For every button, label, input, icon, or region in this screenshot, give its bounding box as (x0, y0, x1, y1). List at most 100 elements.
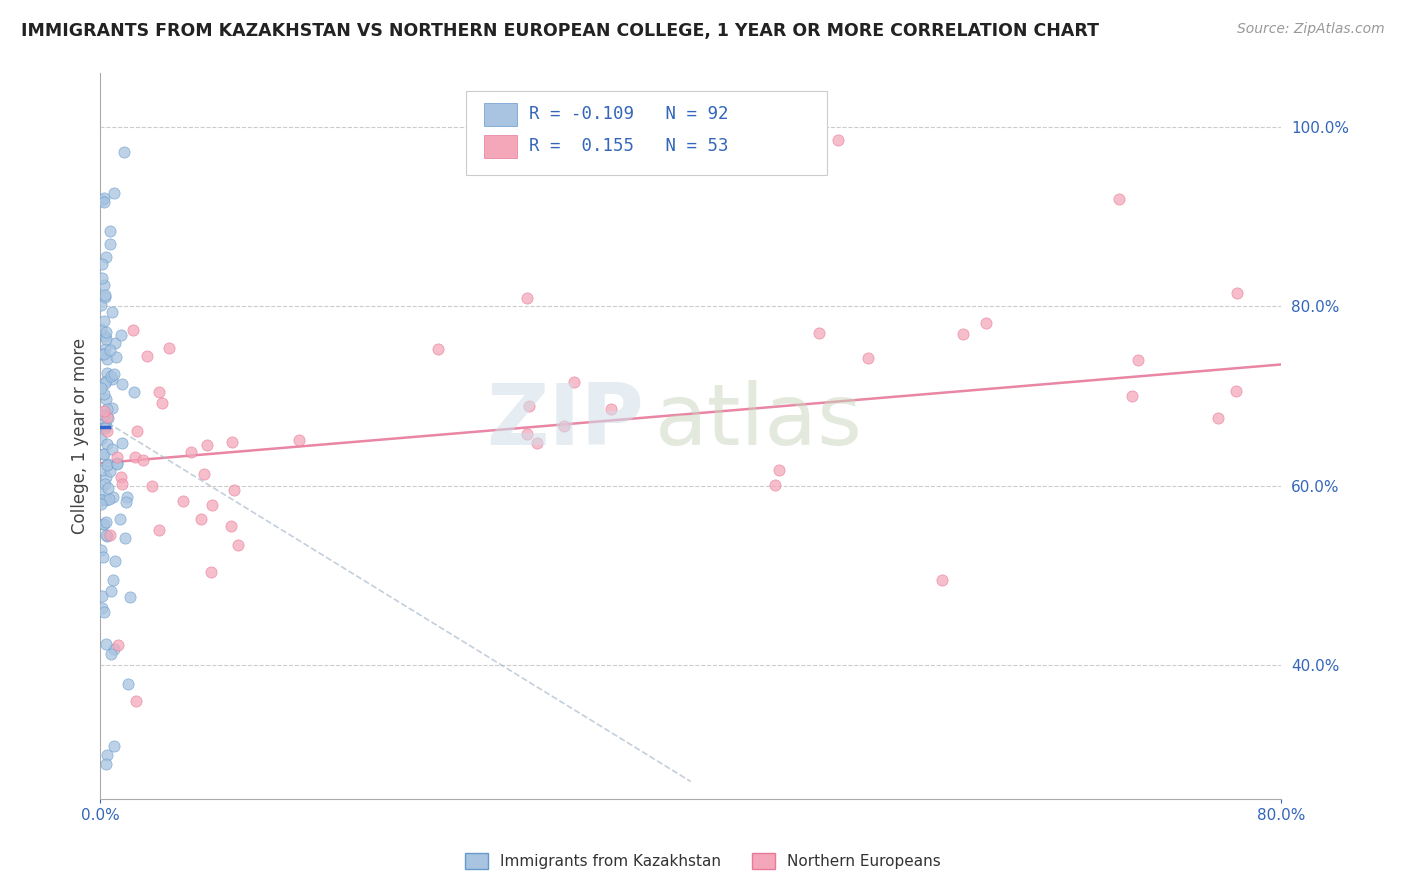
Point (91, 493, 114, 508)
Point (222, 483, 245, 497)
Point (562, 376, 585, 390)
Point (93, 191, 115, 205)
Point (93, 342, 115, 356)
Point (107, 638, 129, 652)
Point (517, 399, 540, 413)
Bar (484, 103, 517, 126)
Point (91, 463, 114, 477)
Point (115, 495, 138, 509)
Point (94, 637, 117, 651)
Point (219, 518, 242, 533)
Point (93, 387, 115, 401)
Point (125, 694, 148, 708)
Point (94, 329, 117, 343)
Point (94, 376, 117, 390)
Point (90, 298, 112, 312)
Point (1121, 389, 1143, 403)
Point (516, 291, 538, 305)
Point (172, 494, 194, 508)
Point (201, 498, 224, 512)
Point (110, 327, 132, 342)
Point (93, 411, 115, 425)
Point (553, 418, 575, 433)
Point (856, 351, 879, 366)
Y-axis label: College, 1 year or more: College, 1 year or more (72, 338, 89, 534)
Point (96, 747, 118, 762)
Point (124, 450, 146, 464)
Point (1108, 192, 1130, 206)
Point (157, 342, 180, 356)
Point (90, 432, 112, 446)
Point (90, 322, 112, 336)
Point (94, 476, 117, 491)
FancyBboxPatch shape (467, 91, 827, 175)
Point (93, 277, 115, 292)
Point (94, 290, 117, 304)
Point (90, 496, 112, 510)
Point (94, 528, 117, 542)
Point (141, 479, 163, 493)
Point (221, 435, 243, 450)
Point (526, 436, 548, 450)
Point (94, 493, 117, 508)
Point (104, 554, 127, 568)
Text: ZIP: ZIP (485, 380, 644, 463)
Point (100, 401, 122, 415)
Point (105, 450, 128, 465)
Point (100, 305, 122, 319)
Text: atlas: atlas (655, 380, 863, 463)
Point (135, 349, 157, 363)
Point (599, 401, 621, 416)
Point (121, 322, 143, 336)
Point (93, 194, 115, 209)
Point (90, 381, 112, 395)
Point (952, 326, 974, 341)
Point (190, 511, 212, 525)
Point (91, 257, 114, 271)
Point (91, 447, 114, 461)
Point (1206, 411, 1229, 425)
Text: Source: ZipAtlas.com: Source: ZipAtlas.com (1237, 22, 1385, 37)
Point (974, 316, 997, 330)
Point (180, 445, 202, 459)
Point (97, 457, 120, 471)
Point (150, 396, 173, 410)
Point (94, 756, 117, 771)
Point (115, 490, 138, 504)
Point (103, 574, 125, 588)
Point (931, 573, 953, 587)
Point (108, 512, 131, 526)
Point (117, 677, 139, 691)
Point (195, 438, 218, 452)
Point (93, 408, 115, 422)
Point (93, 447, 115, 461)
Point (96, 469, 118, 483)
Point (111, 435, 134, 450)
Point (94, 288, 117, 302)
Point (200, 566, 222, 580)
Point (122, 385, 145, 400)
Point (98, 343, 121, 357)
Point (93, 606, 115, 620)
Point (288, 433, 311, 447)
Point (118, 590, 141, 604)
Point (93, 347, 115, 361)
Point (94, 392, 117, 407)
Point (100, 369, 122, 384)
Point (91, 347, 114, 361)
Point (105, 351, 128, 365)
Point (100, 647, 122, 661)
Point (94, 375, 117, 389)
Point (827, 133, 849, 147)
Point (110, 469, 132, 483)
Point (94, 418, 117, 433)
Point (763, 478, 786, 492)
Point (97, 410, 120, 425)
Point (98, 236, 121, 251)
Point (148, 523, 170, 537)
Point (807, 326, 830, 341)
Point (96, 366, 118, 380)
Point (94, 420, 117, 434)
Point (103, 186, 125, 200)
Point (93, 516, 115, 531)
